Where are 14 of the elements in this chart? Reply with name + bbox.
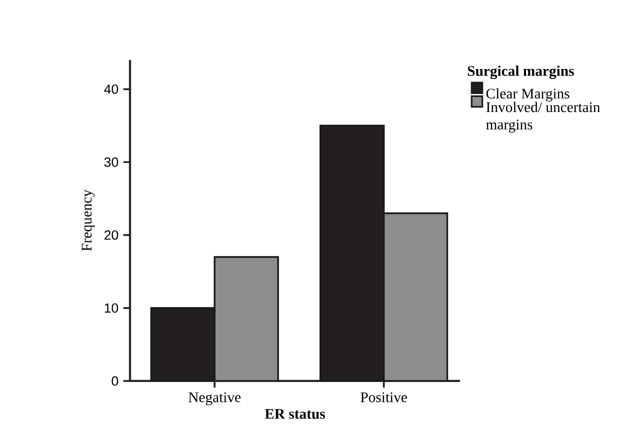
bar — [382, 212, 448, 381]
legend-label: Involved/ uncertain margins — [486, 102, 600, 133]
legend-title: Surgical margins — [468, 66, 574, 80]
y-tick-label: 0 — [112, 376, 118, 386]
y-tick-label: 40 — [104, 84, 118, 94]
bar — [214, 256, 279, 381]
y-axis-title: Frequency — [82, 190, 95, 252]
y-tick-label: 30 — [104, 157, 118, 167]
y-tick-label: 20 — [104, 230, 118, 240]
legend-label: Clear Margins — [486, 88, 570, 102]
x-axis-title: ER status — [264, 409, 325, 419]
y-tick-label: 10 — [104, 303, 118, 313]
x-tick-label: Positive — [360, 392, 407, 402]
x-tick-label: Negative — [188, 392, 241, 406]
